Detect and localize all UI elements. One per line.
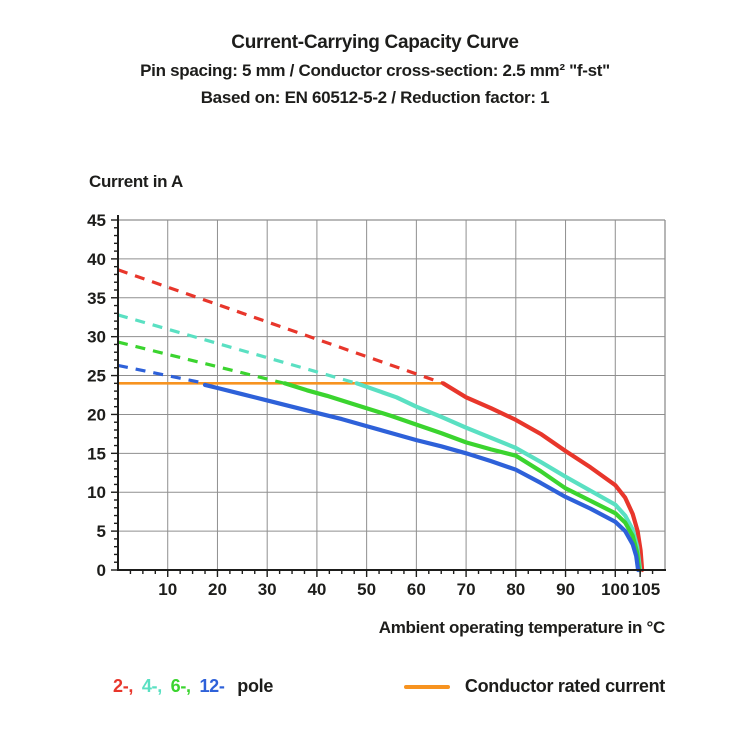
rated-current-line-icon xyxy=(403,684,450,689)
curve-dashed-4-pole xyxy=(117,313,358,385)
svg-text:40: 40 xyxy=(87,250,106,269)
svg-text:15: 15 xyxy=(87,444,106,463)
x-axis-title: Ambient operating temperature in °C xyxy=(378,618,666,637)
chart-subtitle-standard: Based on: EN 60512-5-2 / Reduction facto… xyxy=(200,88,550,107)
svg-text:35: 35 xyxy=(87,289,106,308)
svg-text:60: 60 xyxy=(407,580,426,599)
curve-solid-4-pole xyxy=(354,381,643,573)
legend: 2-, 4-, 6-, 12- pole Conductor rated cur… xyxy=(113,676,665,697)
pole-legend-item: 2-, xyxy=(113,676,138,696)
pole-legend-items: 2-, 4-, 6-, 12- xyxy=(113,676,233,696)
x-tick-labels: 10 20 30 40 50 60 70 80 90 100 105 xyxy=(158,580,660,599)
y-axis-title: Current in A xyxy=(89,172,183,191)
rated-current-legend: Conductor rated current xyxy=(403,676,665,697)
pole-legend: 2-, 4-, 6-, 12- pole xyxy=(113,676,277,697)
svg-text:5: 5 xyxy=(97,522,106,541)
rated-current-legend-label: Conductor rated current xyxy=(464,676,665,696)
pole-legend-item: 4-, xyxy=(141,676,167,696)
svg-text:45: 45 xyxy=(87,211,106,230)
y-tick-labels: 0 5 10 15 20 25 30 35 40 45 xyxy=(87,211,106,580)
svg-text:10: 10 xyxy=(87,483,106,502)
curve-dashed-12-pole xyxy=(117,363,206,385)
curve-dashed-6-pole xyxy=(117,340,285,385)
ticks xyxy=(111,219,654,577)
svg-text:25: 25 xyxy=(87,367,106,386)
pole-legend-item: 12- xyxy=(199,676,230,696)
curve-solid-12-pole xyxy=(202,382,641,573)
pole-legend-suffix: pole xyxy=(237,676,274,696)
svg-text:50: 50 xyxy=(357,580,376,599)
svg-text:100: 100 xyxy=(601,580,629,599)
chart-title: Current-Carrying Capacity Curve xyxy=(231,32,519,53)
svg-text:20: 20 xyxy=(87,405,106,424)
svg-text:105: 105 xyxy=(632,580,660,599)
svg-text:90: 90 xyxy=(556,580,575,599)
svg-text:10: 10 xyxy=(158,580,177,599)
curve-solid-2-pole xyxy=(441,381,645,573)
svg-text:80: 80 xyxy=(506,580,525,599)
curve-dashed-2-pole xyxy=(117,268,444,385)
svg-text:30: 30 xyxy=(87,328,106,347)
axes xyxy=(117,215,666,571)
curve-solid-6-pole xyxy=(282,381,642,573)
svg-text:20: 20 xyxy=(208,580,227,599)
pole-legend-item: 6-, xyxy=(170,676,196,696)
svg-text:30: 30 xyxy=(258,580,277,599)
chart-subtitle-spec: Pin spacing: 5 mm / Conductor cross-sect… xyxy=(140,61,610,80)
svg-text:70: 70 xyxy=(457,580,476,599)
svg-text:40: 40 xyxy=(307,580,326,599)
svg-text:0: 0 xyxy=(97,561,106,580)
